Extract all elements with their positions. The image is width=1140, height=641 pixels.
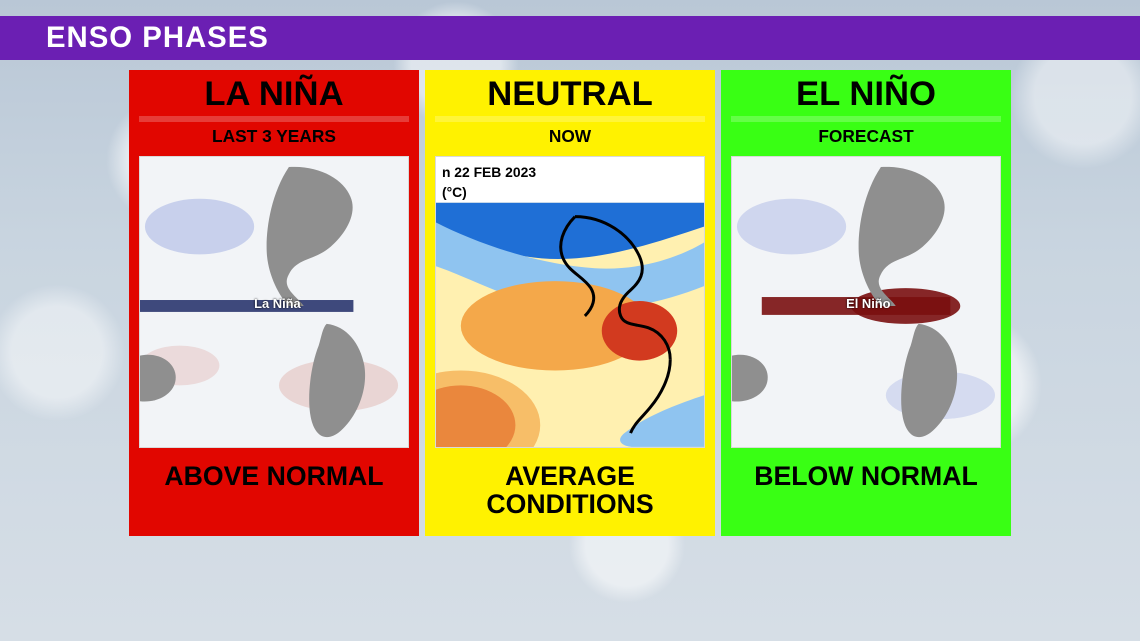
panels-row: LA NIÑA LAST 3 YEARS — [0, 70, 1140, 536]
panel-title: LA NIÑA — [129, 70, 419, 114]
title-bar: ENSO PHASES — [0, 16, 1140, 60]
map-svg: n 22 FEB 2023 (°C) — [436, 157, 704, 447]
map-header-line2: (°C) — [442, 184, 467, 200]
map-header-line1: n 22 FEB 2023 — [442, 164, 536, 180]
panel-footer: BELOW NORMAL — [721, 448, 1011, 508]
page-title: ENSO PHASES — [46, 21, 269, 55]
panel-footer: ABOVE NORMAL — [129, 448, 419, 508]
map-svg: La Niña — [140, 157, 408, 447]
panel-footer: AVERAGE CONDITIONS — [425, 448, 715, 536]
map-svg: El Niño — [732, 157, 1000, 447]
equator-band — [140, 300, 353, 312]
panel-subtitle: FORECAST — [721, 122, 1011, 155]
panel-la-nina: LA NIÑA LAST 3 YEARS — [129, 70, 419, 536]
field-hot — [602, 301, 677, 361]
panel-neutral: NEUTRAL NOW n 22 FEB 2023 (°C) — [425, 70, 715, 536]
map-la-nina: La Niña — [139, 156, 409, 448]
map-neutral: n 22 FEB 2023 (°C) — [435, 156, 705, 448]
panel-subtitle: NOW — [425, 122, 715, 155]
panel-title: EL NIÑO — [721, 70, 1011, 114]
cool-patch — [145, 198, 254, 254]
map-label: La Niña — [254, 296, 301, 311]
cool-patch — [737, 198, 846, 254]
map-el-nino: El Niño — [731, 156, 1001, 448]
map-label: El Niño — [846, 296, 891, 311]
panel-title: NEUTRAL — [425, 70, 715, 114]
stage: ENSO PHASES LA NIÑA LAST 3 YEARS — [0, 0, 1140, 641]
panel-el-nino: EL NIÑO FORECAST El Niño BELO — [721, 70, 1011, 536]
panel-subtitle: LAST 3 YEARS — [129, 122, 419, 155]
